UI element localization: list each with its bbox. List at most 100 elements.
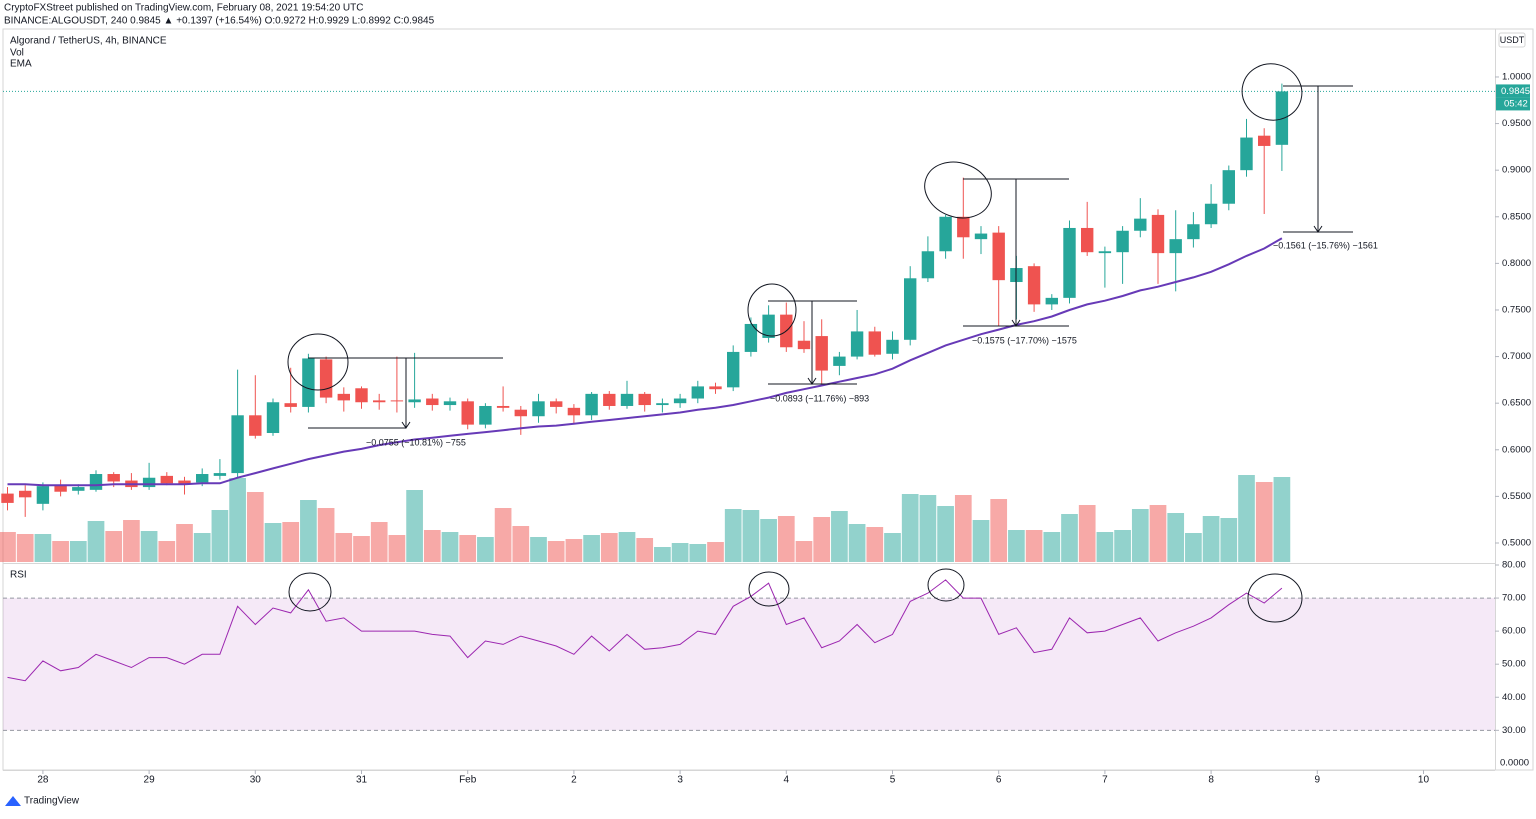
volume-bar <box>724 509 742 562</box>
candle-body <box>1169 239 1182 254</box>
candle-body <box>373 400 386 403</box>
candle-body <box>443 401 457 406</box>
annotations: −0.0755 (−10.81%) −755 −0.0893 (−11.76%)… <box>287 63 1378 623</box>
candle-body <box>904 278 917 340</box>
candle-body <box>337 393 350 401</box>
last-price-label: 0.9845 <box>1501 86 1530 97</box>
x-tick-label: 9 <box>1315 775 1321 786</box>
measure-bracket <box>1283 85 1353 233</box>
candle-body <box>744 323 758 352</box>
x-tick-label: 2 <box>571 775 577 786</box>
candle-body <box>1240 137 1253 171</box>
y-tick-label: 0.5500 <box>1502 491 1531 502</box>
candle-body <box>160 475 173 484</box>
y-tick-label: 0.5000 <box>1502 538 1531 549</box>
x-tick-label: 7 <box>1102 775 1108 786</box>
candle-body <box>266 402 280 434</box>
candle-body <box>1063 227 1076 298</box>
candle-body <box>89 474 103 490</box>
volume-bar <box>777 516 795 562</box>
candle-body <box>319 359 333 398</box>
y-tick-label: 0.6500 <box>1502 398 1531 409</box>
volume-bar <box>530 537 547 562</box>
measure-bracket <box>768 300 857 385</box>
currency-box <box>1498 32 1526 48</box>
candle-body <box>1187 224 1200 240</box>
volume-bar <box>158 541 176 562</box>
rsi-tick-label: 60.00 <box>1502 626 1526 637</box>
candle-body <box>691 386 704 399</box>
volume-bar <box>229 478 246 562</box>
volume-bar <box>140 531 158 562</box>
volume-bar <box>795 541 813 562</box>
x-tick-label: 8 <box>1208 775 1214 786</box>
volume-bar <box>176 524 193 562</box>
candle-body <box>408 399 421 403</box>
y-tick-label: 0.9500 <box>1502 118 1531 129</box>
volume-bar <box>565 539 583 562</box>
volume-bar <box>1114 530 1131 562</box>
volume-bar <box>406 490 423 562</box>
volume-bar <box>972 520 990 562</box>
rsi-circle <box>1247 573 1303 623</box>
volume-bar <box>246 492 264 562</box>
indicator-label: EMA <box>10 59 32 70</box>
volume-bar <box>353 536 370 562</box>
y-tick-label: 0.8000 <box>1502 258 1531 269</box>
volume-bar <box>583 535 600 562</box>
measure-label: −0.0893 (−11.76%) −893 <box>770 393 869 403</box>
rsi-tick-label: 70.00 <box>1502 593 1526 604</box>
candle-body <box>1116 230 1129 253</box>
volume-bar <box>477 537 494 562</box>
rsi-tick-label: 50.00 <box>1502 659 1526 670</box>
volume-bar <box>884 533 901 562</box>
candle-body <box>974 233 988 240</box>
plot: 1.0000 0.9500 0.9000 0.8500 0.8000 0.7500 0.70… <box>0 71 1531 786</box>
candle-body <box>390 400 404 402</box>
x-tick-label: 4 <box>784 775 790 786</box>
volume-bar <box>370 522 388 562</box>
last-price-box <box>1496 84 1530 98</box>
symbol-line: BINANCE:ALGOUSDT, 240 0.9845 ▲ +0.1397 (… <box>4 16 435 27</box>
volume-bar <box>0 532 16 562</box>
pane-title: Algorand / TetherUS, 4h, BINANCE <box>10 36 167 47</box>
logo-icon <box>5 796 21 806</box>
y-tick-label: 1.0000 <box>1502 71 1531 82</box>
volume-bar <box>866 527 884 562</box>
candle-body <box>815 336 828 371</box>
volume-bar <box>1008 530 1025 562</box>
candle-body <box>1 493 14 503</box>
volume-bar <box>954 495 972 562</box>
candle-body <box>921 251 935 279</box>
x-tick-label: 10 <box>1418 775 1430 786</box>
candle-body <box>585 393 598 416</box>
candle-body <box>532 401 545 417</box>
candle-body <box>284 403 297 407</box>
volume-axis-label: 0.0000 <box>1500 758 1529 769</box>
candle-body <box>231 415 244 474</box>
candle-body <box>54 485 67 492</box>
measure-label: −0.0755 (−10.81%) −755 <box>366 437 466 447</box>
rsi-tick-label: 30.00 <box>1502 725 1526 736</box>
publisher-line: CryptoFXStreet published on TradingView.… <box>4 3 363 14</box>
highlight-ellipse <box>1241 63 1303 121</box>
candle-body <box>178 480 191 485</box>
volume-bar <box>1167 513 1185 562</box>
candle-body <box>302 358 315 407</box>
volume-bar <box>300 500 317 562</box>
candle-body <box>213 473 227 476</box>
volume-bar <box>636 538 654 562</box>
volume-bar <box>1096 532 1114 562</box>
currency-label: USDT <box>1500 35 1525 45</box>
volume-bar <box>1078 505 1096 562</box>
volume-bar <box>689 544 707 562</box>
volume-bar <box>742 510 760 562</box>
x-tick-label: 5 <box>890 775 896 786</box>
countdown-box <box>1496 97 1530 111</box>
volume-bar <box>707 542 724 562</box>
volume-bar <box>87 521 105 562</box>
y-tick-label: 0.6000 <box>1502 444 1531 455</box>
candle-body <box>656 403 669 406</box>
volume-bar <box>760 519 777 562</box>
